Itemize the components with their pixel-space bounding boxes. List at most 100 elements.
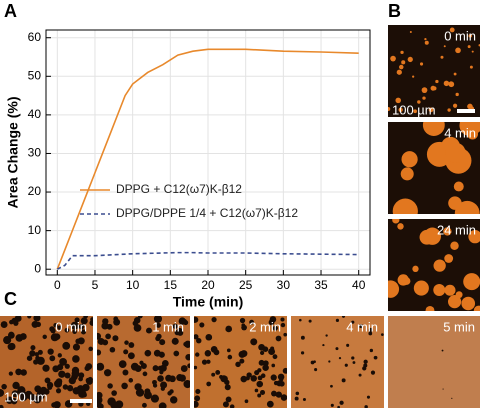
domain [66, 385, 74, 392]
x-tick-label: 10 [126, 278, 140, 292]
domain [426, 141, 452, 167]
domain [441, 349, 444, 352]
domain [445, 142, 466, 163]
domain [178, 374, 186, 382]
domain [413, 280, 429, 296]
scale-label: 100 µm [4, 389, 48, 404]
domain [0, 404, 4, 408]
domain [225, 325, 233, 333]
data-line [56, 251, 359, 270]
domain [54, 379, 62, 388]
domain [344, 363, 348, 367]
domain [450, 241, 459, 250]
domain [144, 349, 152, 357]
domain [395, 97, 401, 104]
domain [204, 350, 212, 357]
domain [201, 359, 208, 365]
domain [282, 367, 287, 374]
domain [97, 362, 105, 371]
domain [118, 360, 127, 369]
domain [52, 365, 60, 373]
domain [275, 335, 282, 342]
domain [196, 337, 202, 344]
domain [39, 386, 48, 394]
domain [244, 399, 249, 404]
x-tick-label: 0 [54, 278, 61, 292]
domain [158, 402, 167, 408]
domain [400, 50, 404, 55]
panel-label: A [4, 1, 17, 21]
domain [235, 361, 241, 368]
domain [80, 329, 87, 335]
domain [111, 390, 117, 396]
domain [341, 378, 346, 383]
domain [55, 388, 62, 394]
domain [42, 364, 50, 372]
domain [423, 227, 442, 245]
domain [220, 375, 228, 383]
domain [443, 227, 452, 236]
domain [239, 317, 246, 324]
domain [84, 365, 91, 372]
domain [88, 346, 93, 352]
domain [328, 360, 331, 363]
domain [72, 387, 80, 395]
domain [173, 350, 180, 357]
domain [205, 333, 213, 341]
domain [47, 384, 53, 390]
domain [339, 400, 344, 405]
domain [402, 277, 411, 285]
domain [68, 376, 76, 385]
domain [53, 323, 58, 328]
domain [183, 379, 190, 389]
domain [33, 316, 41, 322]
domain [155, 322, 161, 328]
y-tick-label: 10 [28, 223, 42, 237]
domain [78, 376, 83, 382]
domain [97, 400, 102, 408]
domain [137, 316, 143, 319]
domain [194, 400, 199, 408]
domain [325, 334, 328, 337]
domain [425, 305, 435, 311]
domain [195, 388, 201, 395]
domain [157, 375, 164, 382]
y-tick-label: 40 [28, 107, 42, 121]
domain [313, 360, 316, 364]
y-tick-label: 50 [28, 68, 42, 82]
domain [19, 333, 27, 340]
domain [128, 378, 134, 383]
domain [295, 391, 300, 396]
domain [455, 47, 461, 54]
domain [64, 372, 71, 379]
domain [443, 80, 450, 87]
scale-label: 100 µm [392, 102, 436, 117]
domain [363, 359, 368, 364]
domain [459, 122, 480, 137]
domain [123, 349, 129, 355]
image-label: 1 min [152, 319, 184, 334]
image-label: 4 min [444, 125, 476, 140]
domain [33, 359, 39, 365]
domain [171, 337, 179, 345]
legend-label: DPPG/DPPE 1/4 + C12(ω7)K-β12 [116, 206, 298, 220]
domain [113, 316, 119, 322]
domain [346, 343, 350, 347]
image-label: 5 min [443, 319, 475, 334]
domain [277, 373, 285, 381]
domain [390, 55, 396, 62]
domain [274, 381, 279, 385]
domain [364, 405, 368, 408]
y-axis-label: Area Change (%) [5, 96, 21, 208]
domain [8, 331, 15, 338]
domain [57, 353, 62, 358]
domain [368, 327, 373, 333]
domain [195, 352, 200, 357]
domain [380, 333, 384, 336]
domain [448, 295, 462, 309]
domain [78, 323, 85, 330]
domain [27, 316, 32, 319]
y-tick-label: 20 [28, 184, 42, 198]
domain [335, 318, 340, 322]
